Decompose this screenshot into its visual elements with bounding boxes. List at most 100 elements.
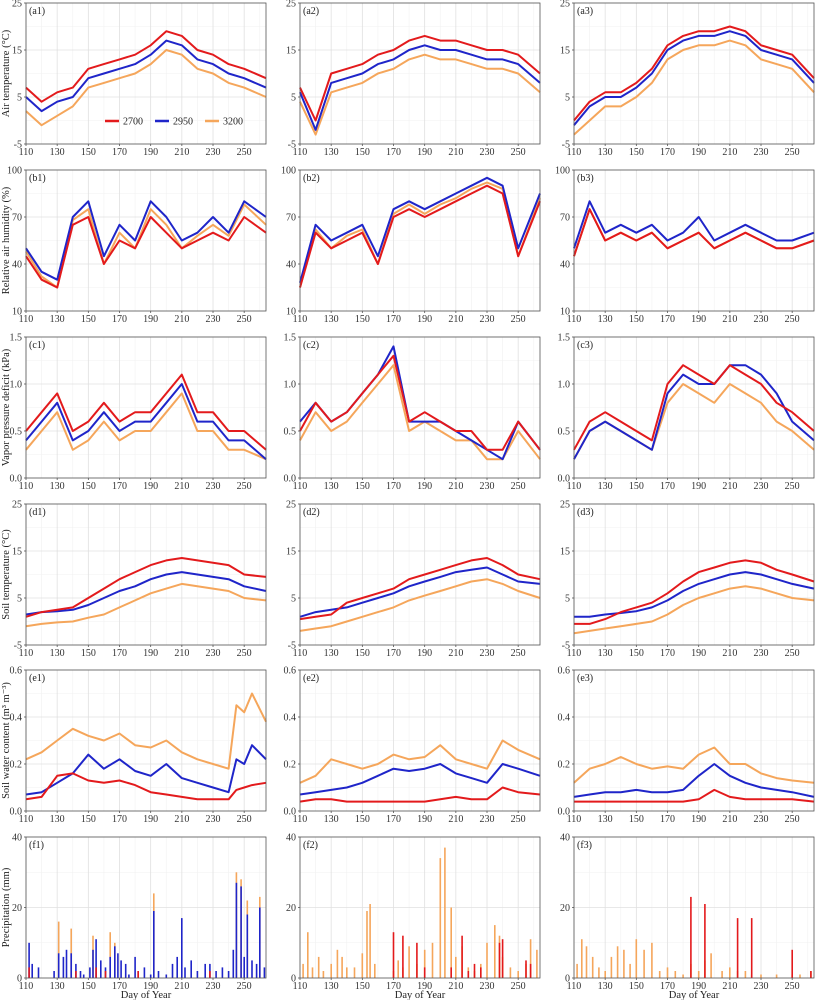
x-tick-label: 130 — [50, 147, 65, 158]
y-tick-label: 0.0 — [558, 807, 571, 818]
x-tick-label: 110 — [19, 648, 34, 659]
series-line-2700 — [299, 786, 541, 803]
precip-bar-2950 — [215, 971, 217, 978]
precip-bar-2700 — [791, 949, 793, 978]
x-tick-label: 210 — [448, 981, 463, 992]
y-tick-label: 70 — [286, 213, 296, 224]
x-tick-label: 110 — [293, 147, 308, 158]
precip-bar-2950 — [134, 956, 136, 978]
x-tick-label: 190 — [417, 481, 432, 492]
x-tick-label: 110 — [19, 147, 34, 158]
panel-label: (d1) — [29, 507, 46, 518]
panel-label: (b2) — [303, 173, 320, 184]
precip-bar-2950 — [57, 953, 60, 978]
series-line-2950 — [299, 44, 541, 131]
x-tick-label: 110 — [567, 481, 582, 492]
x-tick-label: 230 — [754, 147, 769, 158]
x-tick-label: 170 — [386, 147, 401, 158]
series-line-3200 — [573, 585, 815, 635]
precip-bar-3200 — [341, 956, 343, 978]
precip-bar-2700 — [480, 967, 482, 978]
x-tick-label: 210 — [448, 481, 463, 492]
y-axis-title: Soil water content (m³ m⁻³) — [1, 682, 12, 799]
y-tick-label: 40 — [286, 260, 296, 271]
precip-bar-2950 — [259, 907, 261, 978]
y-tick-label: 25 — [286, 0, 296, 10]
precip-bar-3200 — [408, 946, 410, 978]
precip-bar-3200 — [682, 974, 684, 978]
precip-bar-3200 — [455, 956, 457, 978]
precip-bar-2950 — [240, 886, 242, 978]
precip-bar-2950 — [171, 963, 174, 978]
precip-bar-2700 — [95, 967, 97, 978]
x-tick-label: 130 — [598, 814, 613, 825]
x-tick-label: 230 — [206, 648, 221, 659]
y-tick-label: 1.0 — [284, 380, 297, 391]
x-tick-label: 130 — [50, 981, 65, 992]
x-tick-label: 250 — [237, 814, 252, 825]
precip-bar-3200 — [576, 963, 578, 978]
x-tick-label: 210 — [174, 481, 189, 492]
precip-bar-2950 — [53, 971, 55, 978]
x-tick-label: 230 — [206, 314, 221, 325]
series-line-3200 — [25, 49, 267, 127]
plot-border — [299, 2, 541, 145]
x-tick-label: 170 — [386, 814, 401, 825]
panel-d1: -5 5 15 25 110 130 150 170 190 210 230 250 (d1) Soil … — [1, 500, 267, 659]
plot-border — [573, 336, 815, 479]
y-tick-label: 10 — [12, 307, 22, 318]
x-tick-label: 190 — [143, 648, 158, 659]
precip-bar-3200 — [744, 971, 747, 978]
series-line-2950 — [574, 571, 815, 618]
x-tick-label: 110 — [19, 314, 34, 325]
precip-bar-2700 — [402, 935, 404, 978]
x-tick-label: 170 — [660, 481, 675, 492]
y-tick-label: 70 — [12, 213, 22, 224]
precip-bar-2950 — [128, 974, 130, 978]
x-tick-label: 150 — [355, 481, 370, 492]
series-line-2950 — [299, 763, 541, 796]
x-tick-label: 170 — [660, 147, 675, 158]
x-tick-label: 210 — [174, 147, 189, 158]
x-tick-label: 190 — [143, 814, 158, 825]
panel-label: (e1) — [29, 673, 45, 684]
y-tick-label: 0.4 — [10, 713, 23, 724]
precip-bar-2700 — [810, 971, 812, 978]
x-axis-title: Day of Year — [395, 990, 446, 1000]
series-line-2700 — [25, 373, 267, 451]
x-tick-label: 230 — [480, 314, 495, 325]
x-tick-label: 170 — [112, 314, 127, 325]
y-tick-label: 25 — [12, 500, 22, 511]
x-tick-label: 190 — [143, 481, 158, 492]
plot-border — [299, 336, 541, 479]
y-tick-label: -5 — [562, 641, 570, 652]
series-line-2950 — [25, 571, 267, 616]
x-tick-label: 190 — [691, 314, 706, 325]
x-tick-label: 170 — [112, 648, 127, 659]
plot-border — [25, 669, 267, 812]
x-tick-label: 190 — [143, 147, 158, 158]
legend: 2700 2950 3200 — [105, 117, 243, 128]
precip-bar-2700 — [392, 932, 395, 978]
precip-bar-2700 — [736, 918, 739, 978]
precip-bar-3200 — [353, 967, 356, 978]
precip-bar-3200 — [721, 971, 723, 978]
y-tick-label: 10 — [560, 307, 570, 318]
x-tick-label: 170 — [660, 981, 675, 992]
x-tick-label: 170 — [112, 147, 127, 158]
y-tick-label: 15 — [286, 46, 296, 57]
x-tick-label: 170 — [112, 981, 127, 992]
y-tick-label: -5 — [14, 140, 22, 151]
y-tick-label: 0.5 — [558, 427, 571, 438]
precip-bar-2950 — [149, 974, 152, 978]
y-tick-label: 25 — [286, 500, 296, 511]
x-tick-label: 210 — [722, 648, 737, 659]
precip-bar-2950 — [65, 949, 68, 978]
x-tick-label: 190 — [691, 814, 706, 825]
x-tick-label: 250 — [785, 814, 800, 825]
precip-bar-2950 — [153, 911, 155, 978]
x-tick-label: 110 — [293, 314, 308, 325]
series-line-2700 — [25, 216, 267, 289]
precip-bar-3200 — [616, 946, 619, 978]
